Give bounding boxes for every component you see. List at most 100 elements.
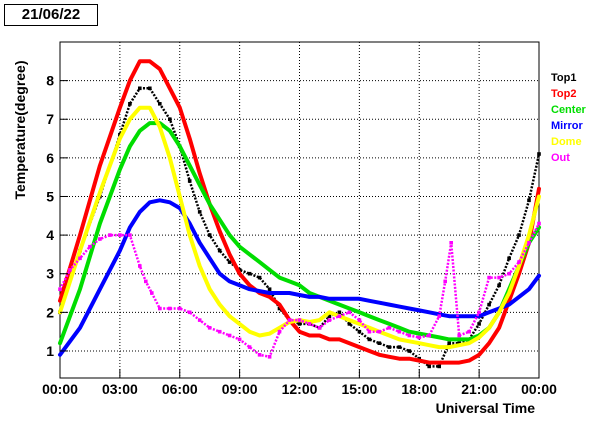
data-point: [437, 364, 441, 369]
data-point: [527, 198, 531, 203]
y-tick-label: 5: [46, 188, 54, 204]
data-point: [337, 314, 342, 318]
data-point: [138, 86, 142, 91]
data-point: [128, 102, 132, 106]
data-point: [397, 345, 402, 349]
series-dome: [58, 105, 541, 350]
data-point: [407, 349, 412, 353]
y-tick-label: 6: [46, 150, 54, 166]
data-point: [217, 248, 222, 253]
data-point: [477, 310, 481, 315]
data-point: [347, 322, 352, 326]
x-tick-label: 03:00: [102, 381, 138, 397]
data-point: [277, 329, 282, 334]
data-point: [237, 337, 242, 342]
data-point: [257, 353, 262, 357]
x-tick-label: 09:00: [222, 381, 258, 397]
series-mirror: [58, 198, 541, 357]
data-point: [507, 256, 511, 261]
data-point: [449, 241, 453, 245]
data-point: [227, 333, 232, 338]
data-point: [197, 318, 202, 322]
data-point: [407, 333, 412, 338]
data-point: [387, 345, 392, 349]
data-point: [337, 310, 342, 315]
x-tick-label: 00:00: [521, 381, 557, 397]
data-point: [277, 306, 282, 311]
data-point: [367, 329, 372, 334]
data-point: [347, 310, 352, 315]
data-point: [144, 279, 148, 284]
data-point: [138, 264, 142, 268]
y-tick-label: 8: [46, 73, 54, 89]
data-point: [187, 310, 192, 315]
data-point: [467, 329, 471, 334]
data-point: [537, 152, 541, 156]
data-point: [387, 326, 392, 330]
x-tick-label: 15:00: [341, 381, 377, 397]
y-tick-label: 2: [46, 304, 54, 320]
data-point: [150, 291, 154, 295]
data-point: [357, 329, 362, 334]
data-point: [207, 326, 212, 330]
data-point: [417, 335, 421, 340]
data-point: [497, 283, 501, 288]
series-layer: [58, 59, 541, 369]
data-point: [397, 329, 402, 334]
data-point: [487, 275, 491, 280]
legend: Top1 Top2 Center Mirror Dome Out: [551, 72, 587, 164]
y-tick-label: 7: [46, 111, 54, 127]
data-point: [327, 314, 332, 318]
data-point: [443, 279, 447, 284]
data-point: [58, 287, 62, 291]
data-point: [287, 318, 292, 322]
series-line-dome: [58, 105, 541, 350]
x-tick-label: 18:00: [401, 381, 437, 397]
data-point: [517, 233, 521, 237]
data-point: [158, 102, 162, 106]
x-tick-label: 12:00: [282, 381, 318, 397]
data-point: [517, 260, 521, 264]
data-point: [247, 345, 252, 349]
data-point: [98, 237, 102, 241]
x-axis-title: Universal Time: [436, 400, 536, 416]
data-point: [108, 233, 112, 237]
data-point: [217, 329, 222, 334]
data-point: [177, 306, 182, 311]
data-point: [227, 260, 232, 264]
legend-entry-top1: Top1: [551, 72, 576, 84]
y-tick-label: 4: [46, 227, 54, 243]
legend-entry-out: Out: [551, 152, 570, 164]
data-point: [297, 322, 302, 326]
data-point: [437, 314, 441, 318]
x-tick-label: 06:00: [162, 381, 198, 397]
data-point: [257, 275, 262, 280]
data-point: [168, 117, 172, 121]
data-point: [487, 302, 491, 307]
data-point: [247, 271, 252, 276]
data-point: [158, 306, 162, 311]
legend-entry-center: Center: [551, 104, 587, 116]
data-point: [88, 244, 92, 249]
series-out: [58, 221, 541, 359]
data-point: [427, 364, 431, 369]
axis-ticks: 1 2 3 4 5 6 7 8 00:00 03:00 06:00 09:00 12:00 15:00 18…: [42, 73, 557, 397]
data-point: [367, 337, 372, 342]
data-point: [128, 233, 132, 237]
legend-entry-mirror: Mirror: [551, 120, 584, 132]
data-point: [207, 233, 212, 237]
date-label: 21/06/22: [4, 4, 98, 26]
y-axis-title: Temperature(degree): [12, 60, 28, 199]
data-point: [78, 256, 82, 261]
data-point: [377, 341, 382, 345]
series-line-top2: [58, 59, 541, 365]
data-point: [537, 221, 541, 226]
data-point: [197, 210, 202, 214]
data-point: [68, 268, 72, 272]
data-point: [427, 333, 431, 338]
data-point: [377, 329, 382, 334]
legend-entry-dome: Dome: [551, 136, 582, 148]
y-tick-label: 1: [46, 343, 54, 359]
x-tick-label: 00:00: [42, 381, 78, 397]
